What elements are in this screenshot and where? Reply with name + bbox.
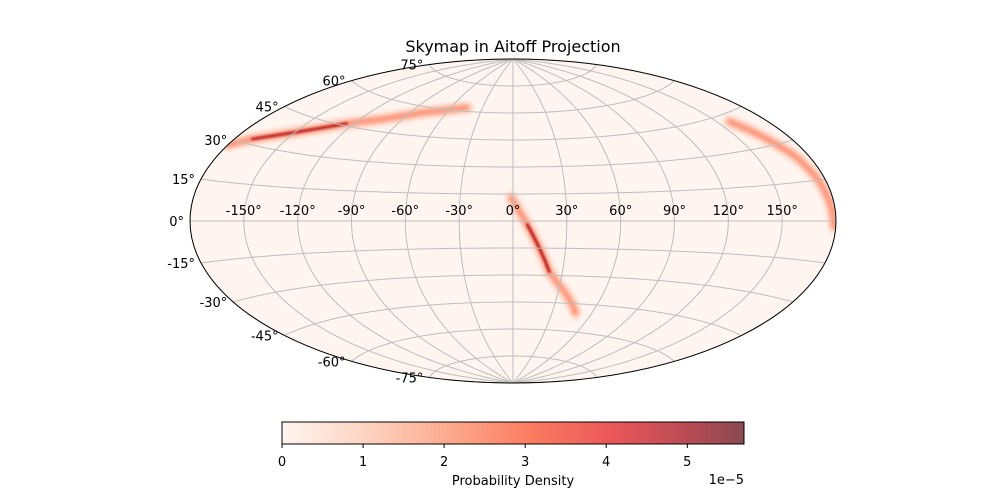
latitude-tick-label: 60°: [322, 75, 345, 90]
latitude-tick-label: 75°: [400, 59, 423, 74]
colorbar-ticks: 0 1 2 3 4 5: [278, 444, 691, 470]
parallel-line: [284, 105, 742, 141]
longitude-tick-label: 90°: [663, 204, 686, 219]
latitude-tick-labels: -75° -60° -45° -30° -15° 0° 15° 30° 45° 60° 75°: [167, 59, 423, 387]
colorbar-gradient: [281, 421, 745, 445]
colorbar-tick-label: 2: [440, 455, 448, 470]
longitude-tick-label: 60°: [609, 204, 632, 219]
parallel-line: [233, 274, 793, 303]
latitude-tick-label: -60°: [318, 355, 346, 370]
parallel-line: [428, 64, 598, 87]
longitude-tick-label: -30°: [445, 204, 473, 219]
probability-band: [727, 118, 836, 230]
parallel-line: [284, 301, 742, 337]
longitude-tick-labels: -150° -120° -90° -60° -30° 0° 30° 60° 90° 120° 150…: [226, 204, 798, 219]
sky-boundary: [189, 58, 837, 384]
longitude-tick-label: 150°: [767, 204, 798, 219]
colorbar-label: Probability Density: [452, 474, 575, 489]
parallel-line: [351, 80, 675, 114]
colorbar-tick-label: 3: [521, 455, 529, 470]
longitude-tick-label: 30°: [555, 204, 578, 219]
latitude-tick-label: -30°: [200, 296, 228, 311]
colorbar-tick-label: 5: [683, 455, 691, 470]
longitude-tick-label: -120°: [280, 204, 316, 219]
latitude-tick-label: -45°: [251, 330, 279, 345]
probability-arcs: [221, 101, 836, 320]
latitude-tick-label: 15°: [172, 173, 195, 188]
longitude-tick-label: -90°: [338, 204, 366, 219]
longitude-tick-label: 120°: [713, 204, 744, 219]
colorbar: 0 1 2 3 4 5 1e−5 Probability Density: [278, 421, 745, 489]
latitude-tick-label: -75°: [396, 372, 424, 387]
parallel-line: [428, 355, 598, 378]
parallel-line: [233, 139, 793, 168]
colorbar-tick-label: 0: [278, 455, 286, 470]
chart-title: Skymap in Aitoff Projection: [405, 37, 620, 56]
parallel-line: [200, 247, 826, 264]
colorbar-offset-text: 1e−5: [709, 473, 744, 488]
latitude-tick-label: 30°: [204, 134, 227, 149]
latitude-tick-label: 0°: [169, 215, 184, 230]
longitude-tick-label: 0°: [506, 204, 521, 219]
parallel-line: [200, 178, 826, 195]
graticule: [190, 59, 836, 383]
latitude-tick-label: 45°: [256, 100, 279, 115]
latitude-tick-label: -15°: [167, 257, 195, 272]
longitude-tick-label: -150°: [226, 204, 262, 219]
colorbar-tick-label: 4: [602, 455, 610, 470]
parallel-line: [351, 328, 675, 362]
colorbar-tick-label: 1: [359, 455, 367, 470]
longitude-tick-label: -60°: [391, 204, 419, 219]
